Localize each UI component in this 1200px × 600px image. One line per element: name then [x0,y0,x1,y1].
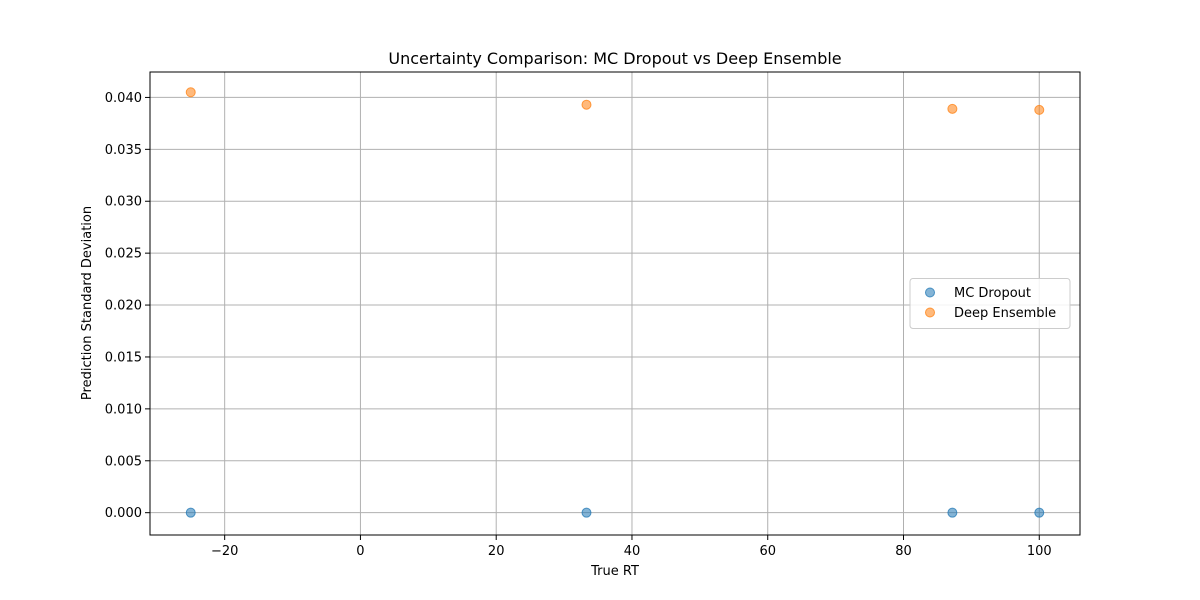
y-tick-label: 0.030 [105,195,142,210]
data-point-series-1 [947,103,958,114]
y-tick-label: 0.025 [105,247,142,262]
x-axis-label: True RT [590,564,639,579]
y-tick-label: 0.015 [105,350,142,365]
y-axis-ticks: 0.000 0.005 0.010 0.015 0.020 0.025 0.030 0.035… [105,91,150,521]
legend-entry: MC Dropout [954,286,1031,301]
chart-title: Uncertainty Comparison: MC Dropout vs De… [388,49,841,68]
y-tick-label: 0.010 [105,402,142,417]
y-tick-label: 0.020 [105,299,142,314]
legend: MC Dropout Deep Ensemble [909,278,1071,329]
data-point-series-1 [185,87,196,98]
y-tick-label: 0.035 [105,143,142,158]
legend-marker [925,287,935,298]
x-tick-label: 0 [356,544,364,559]
x-tick-label: 60 [759,544,776,559]
data-point-series-0 [185,507,196,518]
legend-marker [925,307,935,318]
x-tick-label: 40 [624,544,641,559]
data-point-series-0 [947,507,958,518]
x-tick-label: −20 [211,544,238,559]
x-axis-ticks: −20 0 20 40 60 80 100 [211,535,1052,559]
y-tick-label: 0.040 [105,91,142,106]
data-point-series-1 [1034,104,1045,115]
y-tick-label: 0.005 [105,454,142,469]
data-point-series-1 [581,99,592,110]
x-tick-label: 100 [1027,544,1052,559]
data-point-series-0 [581,507,592,518]
x-tick-label: 20 [488,544,505,559]
data-points [185,87,1045,518]
data-point-series-0 [1034,507,1045,518]
legend-box [909,278,1071,329]
x-tick-label: 80 [895,544,912,559]
y-axis-label: Prediction Standard Deviation [80,206,95,400]
plot-area-frame [149,71,1081,536]
legend-entry: Deep Ensemble [954,306,1056,321]
grid-lines [150,72,1080,535]
y-tick-label: 0.000 [105,506,142,521]
